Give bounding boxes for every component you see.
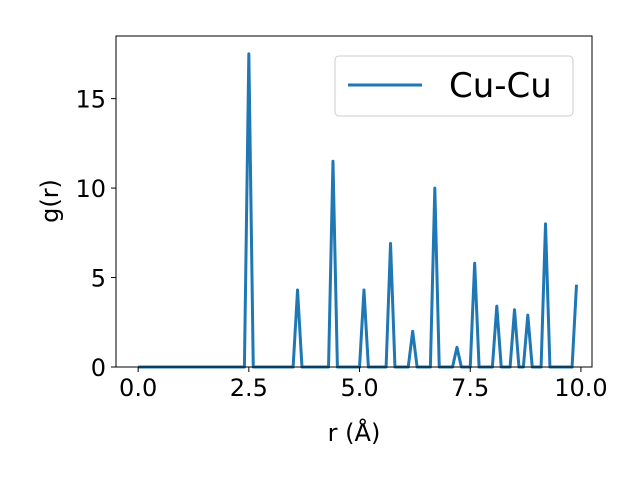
x-tick-label: 10.0 bbox=[554, 374, 607, 402]
y-tick-label: 15 bbox=[75, 86, 106, 114]
y-tick-label: 10 bbox=[75, 175, 106, 203]
legend-label-cu-cu: Cu-Cu bbox=[449, 66, 552, 106]
y-tick-label: 5 bbox=[91, 265, 106, 293]
x-axis-label: r (Å) bbox=[328, 418, 381, 447]
legend: Cu-Cu bbox=[334, 55, 574, 117]
x-tick-label: 5.0 bbox=[340, 374, 378, 402]
x-tick-label: 2.5 bbox=[230, 374, 268, 402]
y-axis-label: g(r) bbox=[36, 179, 64, 223]
x-tick-label: 7.5 bbox=[451, 374, 489, 402]
axes-frame bbox=[115, 35, 593, 368]
y-axis: 0 5 10 15 bbox=[75, 86, 116, 382]
y-tick-label: 0 bbox=[91, 354, 106, 382]
x-axis: 0.0 2.5 5.0 7.5 10.0 bbox=[119, 367, 608, 402]
legend-box bbox=[334, 55, 574, 117]
x-tick-label: 0.0 bbox=[119, 374, 157, 402]
